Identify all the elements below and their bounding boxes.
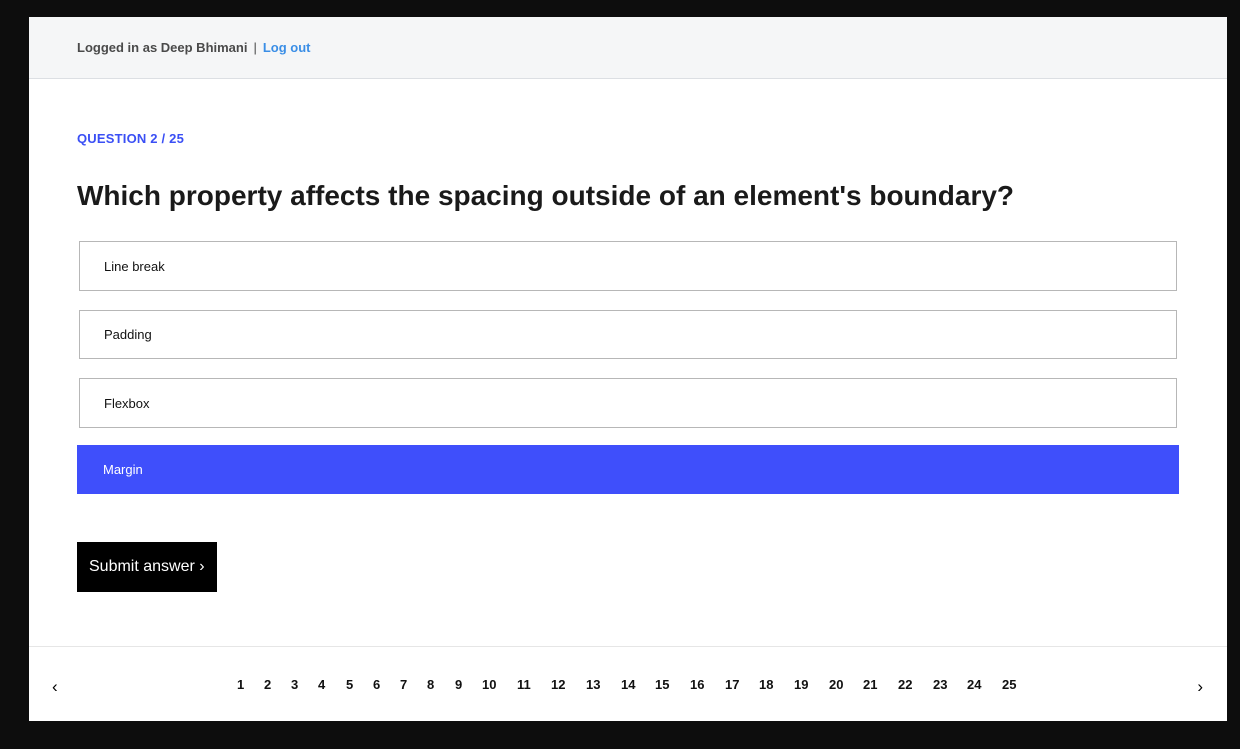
- submit-answer-button[interactable]: Submit answer ›: [77, 542, 217, 592]
- question-counter: QUESTION 2 / 25: [77, 131, 185, 146]
- page-number[interactable]: 15: [655, 677, 670, 692]
- header-separator: |: [253, 40, 257, 55]
- page-number[interactable]: 20: [829, 677, 844, 692]
- chevron-right-icon[interactable]: ›: [1197, 677, 1203, 696]
- page-number[interactable]: 10: [482, 677, 497, 692]
- page-number[interactable]: 6: [373, 677, 381, 692]
- page-number[interactable]: 5: [346, 677, 354, 692]
- page-number[interactable]: 14: [621, 677, 636, 692]
- page-number[interactable]: 3: [291, 677, 299, 692]
- answer-option-line-break[interactable]: Line break: [79, 241, 1177, 291]
- chevron-left-icon[interactable]: ‹: [52, 677, 58, 696]
- page-number[interactable]: 12: [551, 677, 566, 692]
- page-number[interactable]: 11: [517, 677, 531, 692]
- answer-option-margin[interactable]: Margin: [77, 445, 1179, 494]
- answer-option-flexbox[interactable]: Flexbox: [79, 378, 1177, 428]
- logout-link[interactable]: Log out: [262, 40, 311, 55]
- page-number[interactable]: 24: [967, 677, 982, 692]
- answer-option-label: Padding: [104, 327, 152, 342]
- page-number[interactable]: 21: [863, 677, 878, 692]
- page-number[interactable]: 7: [400, 677, 408, 692]
- answer-option-label: Flexbox: [104, 395, 150, 411]
- answer-option-label: Line break: [104, 258, 165, 274]
- page-number[interactable]: 16: [690, 677, 705, 692]
- page-number[interactable]: 23: [933, 677, 948, 692]
- quiz-window: Logged in as Deep Bhimani | Log out QUES…: [29, 17, 1227, 721]
- page-number[interactable]: 19: [794, 677, 809, 692]
- page-number[interactable]: 25: [1002, 677, 1017, 692]
- page-number[interactable]: 13: [586, 677, 601, 692]
- question-title: Which property affects the spacing outsi…: [77, 180, 1015, 211]
- page-number[interactable]: 9: [455, 677, 463, 692]
- page-number[interactable]: 17: [725, 677, 740, 692]
- page-number[interactable]: 22: [898, 677, 913, 692]
- logged-in-text: Logged in as Deep Bhimani: [77, 40, 248, 55]
- page-number[interactable]: 8: [427, 677, 435, 692]
- answer-option-padding[interactable]: Padding: [79, 310, 1177, 359]
- top-bar: Logged in as Deep Bhimani | Log out: [29, 17, 1227, 79]
- question-pager: ‹ 1 2 3 4 5 6 7 8 9 10 11 12 13 14 15 16…: [29, 646, 1227, 721]
- page-number[interactable]: 1: [237, 677, 245, 692]
- answer-option-label: Margin: [103, 462, 143, 477]
- page-number[interactable]: 18: [759, 677, 774, 692]
- page-number[interactable]: 2: [264, 677, 272, 692]
- page-number[interactable]: 4: [318, 677, 326, 692]
